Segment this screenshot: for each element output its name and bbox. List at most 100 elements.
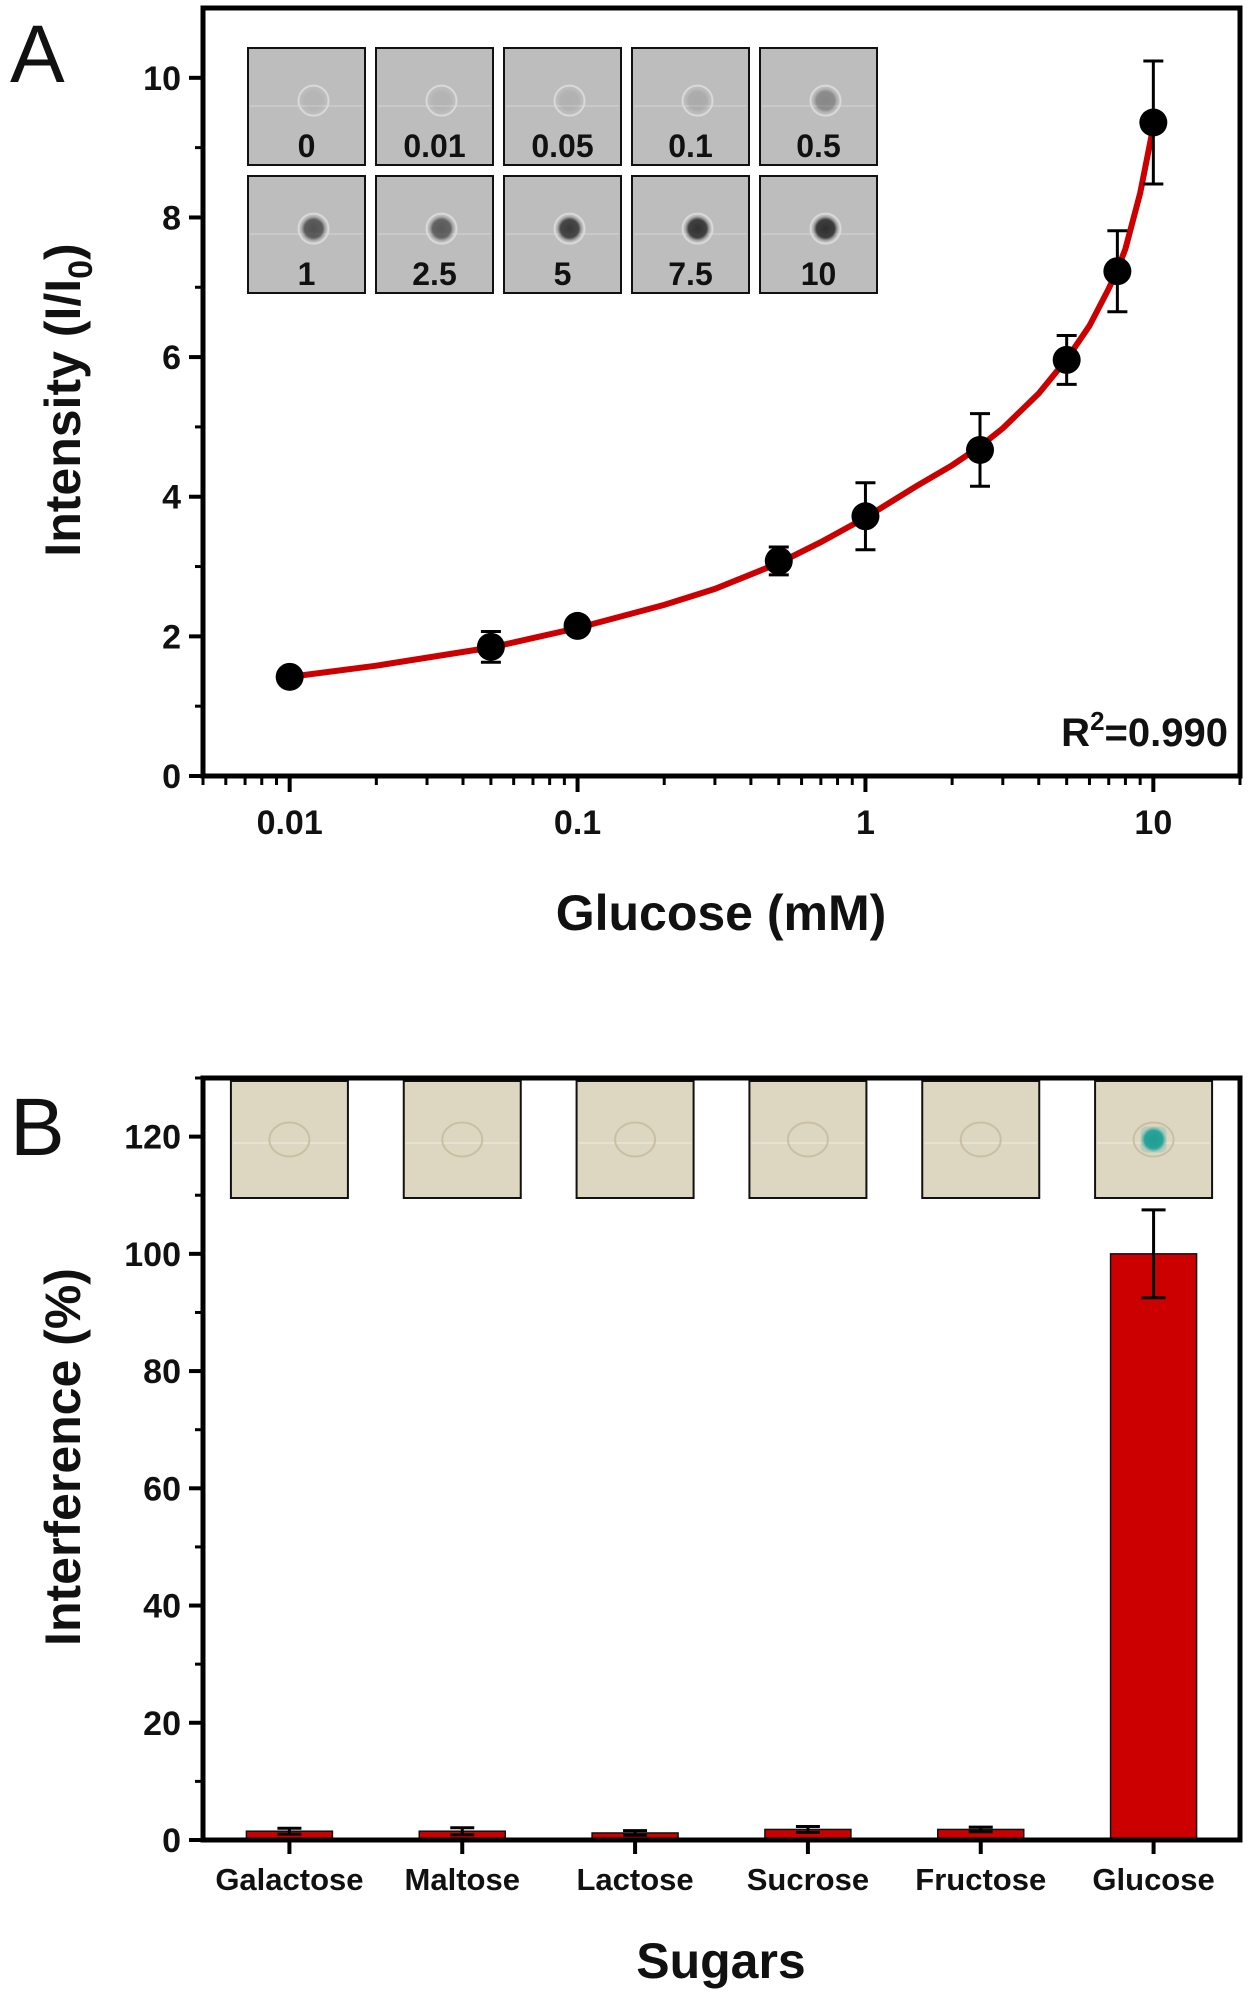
panel-b-label: B <box>10 1082 65 1173</box>
inset-image: 0.05 <box>503 47 622 166</box>
marker <box>563 611 592 640</box>
y-tick-label: 100 <box>124 1236 181 1274</box>
bar <box>1109 1208 1198 1841</box>
panel-a-insets: 0 0.01 0.05 0.1 0.5 1 2.5 5 7.5 10 <box>247 47 878 294</box>
inset-label: 0 <box>298 128 316 164</box>
y-axis-ticks: 0 2 4 6 8 10 <box>143 60 203 796</box>
y-tick-label: 60 <box>143 1470 181 1508</box>
x-axis-label: Glucose (mM) <box>556 885 887 941</box>
reaction-spot <box>428 215 455 242</box>
marker <box>764 546 793 575</box>
marker <box>1139 108 1168 137</box>
reaction-spot <box>1140 1126 1167 1153</box>
data-point <box>966 412 995 488</box>
data-point <box>275 662 304 691</box>
data-point <box>851 481 880 552</box>
bar <box>937 1825 1025 1841</box>
x-axis-label-b: Sugars <box>636 1933 806 1989</box>
y-tick-label: 8 <box>162 199 181 237</box>
bars <box>245 1208 1198 1841</box>
marker <box>851 502 880 531</box>
panel-a-label: A <box>10 9 65 100</box>
inset-image: 0.1 <box>631 47 750 166</box>
inset-label: 2.5 <box>412 256 456 292</box>
category-label: Glucose <box>1092 1862 1214 1897</box>
data-point <box>764 545 793 577</box>
x-tick-label: 1 <box>856 804 875 842</box>
reaction-spot <box>300 87 327 114</box>
inset-label: 7.5 <box>668 256 712 292</box>
reaction-spot <box>556 215 583 242</box>
category-label: Lactose <box>576 1862 693 1897</box>
inset-image: 0.01 <box>375 47 494 166</box>
x-tick-label: 0.01 <box>257 804 323 842</box>
inset-image: 2.5 <box>375 175 494 294</box>
inset-image: 7.5 <box>631 175 750 294</box>
inset-label: 5 <box>554 256 572 292</box>
bar <box>591 1829 679 1841</box>
category-labels: Galactose Maltose Lactose Sucrose Fructose Gl… <box>215 1840 1215 1897</box>
panel-b-insets <box>229 1080 1214 1199</box>
inset-image: 5 <box>503 175 622 294</box>
inset-image <box>748 1080 868 1199</box>
reaction-spot <box>812 87 839 114</box>
y-axis-label-b: Interference (%) <box>35 1268 91 1646</box>
y-tick-label: 10 <box>143 60 181 98</box>
reaction-spot <box>684 215 711 242</box>
panel-b: B 0 20 40 60 80 100 120 Galactose Maltose Lactos… <box>10 1075 1243 1989</box>
data-points <box>275 59 1168 691</box>
inset-label: 0.01 <box>403 128 465 164</box>
inset-image: 0 <box>247 47 366 166</box>
y-tick-label: 40 <box>143 1588 181 1626</box>
marker <box>476 632 505 661</box>
r-squared-annotation: R2=0.990 <box>1061 706 1228 755</box>
bar <box>245 1826 334 1841</box>
inset-image: 0.5 <box>759 47 878 166</box>
category-label: Maltose <box>405 1862 520 1897</box>
data-point <box>476 629 505 664</box>
y-tick-label: 120 <box>124 1119 181 1157</box>
y-tick-label: 0 <box>162 758 181 796</box>
x-tick-label: 10 <box>1134 804 1172 842</box>
inset-label: 0.1 <box>668 128 712 164</box>
reaction-spot <box>684 87 711 114</box>
x-tick-label: 0.1 <box>554 804 601 842</box>
inset-image: 1 <box>247 175 366 294</box>
category-label: Sucrose <box>747 1862 869 1897</box>
inset-image <box>921 1080 1041 1199</box>
inset-label: 1 <box>298 256 316 292</box>
inset-image <box>575 1080 695 1199</box>
data-point <box>1139 59 1168 186</box>
reaction-spot <box>556 87 583 114</box>
panel-b-frame <box>200 1075 1243 1843</box>
marker <box>1052 345 1081 374</box>
inset-image: 10 <box>759 175 878 294</box>
reaction-spot <box>300 215 327 242</box>
y-tick-label: 0 <box>162 1822 181 1860</box>
y-axis-label: Intensity (I/I0) <box>35 243 100 556</box>
inset-label: 0.5 <box>796 128 840 164</box>
category-label: Fructose <box>915 1862 1046 1897</box>
marker <box>966 435 995 464</box>
reaction-spot <box>428 87 455 114</box>
inset-image <box>229 1080 349 1199</box>
inset-image <box>1094 1080 1214 1199</box>
y-tick-label: 6 <box>162 339 181 377</box>
reaction-spot <box>812 215 839 242</box>
data-point <box>1103 229 1132 314</box>
y-tick-label: 2 <box>162 618 181 656</box>
y-axis-ticks-b: 0 20 40 60 80 100 120 <box>124 1076 203 1860</box>
bar-rect <box>1109 1253 1198 1841</box>
panel-a-frame <box>200 5 1243 779</box>
data-point <box>563 611 592 640</box>
inset-image <box>402 1080 522 1199</box>
y-tick-label: 20 <box>143 1705 181 1743</box>
y-tick-label: 80 <box>143 1353 181 1391</box>
inset-label: 0.05 <box>531 128 593 164</box>
marker <box>275 662 304 691</box>
y-tick-label: 4 <box>162 479 181 517</box>
inset-label: 10 <box>801 256 837 292</box>
x-axis-ticks: 0.01 0.1 1 10 <box>201 776 1242 842</box>
